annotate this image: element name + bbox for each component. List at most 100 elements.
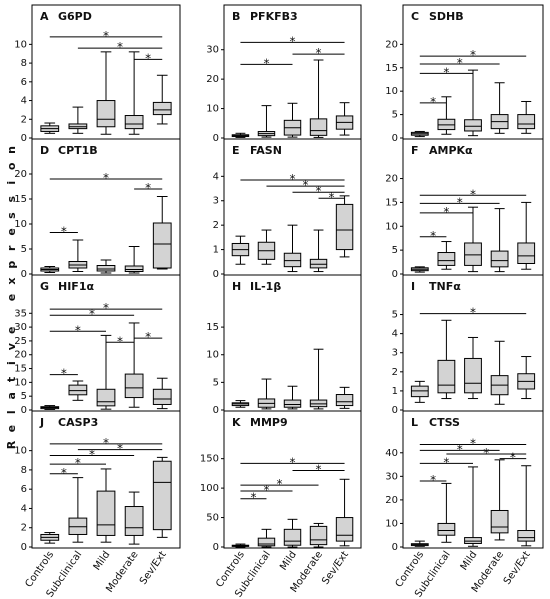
significance-star: * [443, 455, 449, 469]
panel-D: D CPT1B 0 5 10 15 20 * * * [14, 138, 181, 280]
box-Subclinical [257, 528, 276, 548]
box-iqr [309, 118, 328, 136]
panel-C: C SDHB 0 5 10 15 20 * * * * [385, 4, 544, 144]
panel-letter: F [411, 144, 419, 157]
y-axis-label-char: s [5, 195, 18, 202]
box-Subclinical [437, 482, 456, 543]
significance-star: * [117, 334, 123, 348]
box-Sev/Ext [152, 456, 172, 538]
box-iqr [283, 399, 302, 408]
y-tick-label: 10 [14, 219, 27, 230]
y-tick-label: 30 [385, 471, 398, 482]
significance-star: * [457, 195, 463, 209]
y-axis-label: Re l a t i v e e x p r e s s i on [5, 146, 18, 449]
y-tick-label: 0 [392, 269, 398, 280]
y-tick-label: 2 [213, 220, 219, 231]
y-tick-label: 20 [385, 39, 398, 50]
box-Mild [283, 385, 302, 410]
box-Mild [464, 466, 482, 547]
box-iqr [96, 490, 116, 536]
panel-letter: K [232, 416, 241, 429]
y-tick-label: 5 [21, 391, 27, 402]
y-tick-label: 5 [213, 377, 219, 388]
y-tick-label: 8 [21, 465, 27, 476]
significance-star: * [103, 436, 109, 450]
box-iqr [464, 242, 482, 266]
box-iqr [490, 250, 509, 268]
significance-star: * [443, 205, 449, 219]
y-axis-label-char: n [5, 146, 18, 154]
box-Mild [283, 102, 302, 138]
significance-star: * [103, 29, 109, 43]
panel-frame [223, 410, 362, 549]
y-tick-label: 25 [14, 336, 27, 347]
box-Moderate [309, 348, 328, 410]
y-tick-label: 6 [21, 484, 27, 495]
y-axis-label-char: r [5, 245, 18, 251]
box-Sev/Ext [152, 74, 172, 125]
panel-letter: J [39, 416, 44, 429]
box-Controls [410, 540, 429, 547]
significance-star: * [510, 451, 516, 465]
panel-title: CPT1B [58, 144, 98, 157]
y-tick-label: 10 [206, 104, 219, 115]
significance-star: * [250, 491, 256, 505]
box-iqr [152, 460, 172, 531]
box-Moderate [124, 51, 144, 135]
panel-title: G6PD [58, 10, 92, 23]
box-Subclinical [257, 105, 276, 138]
panel-title: FASN [250, 144, 282, 157]
significance-star: * [263, 483, 269, 497]
y-axis-label-char: e [5, 228, 18, 235]
y-tick-label: 2 [21, 114, 27, 125]
box-iqr [464, 537, 482, 544]
box-iqr [257, 537, 276, 547]
y-axis-label-char: i [5, 181, 18, 185]
significance-star: * [61, 367, 67, 381]
panel-title: AMPKα [429, 144, 473, 157]
box-Subclinical [68, 106, 88, 134]
box-Controls [40, 532, 60, 544]
box-iqr [517, 530, 536, 542]
y-tick-label: 0 [392, 405, 398, 416]
y-tick-label: 2 [392, 367, 398, 378]
significance-star: * [470, 187, 476, 201]
box-Controls [40, 122, 60, 134]
y-axis-label-char: a [5, 392, 18, 399]
box-iqr [96, 100, 116, 128]
y-tick-label: 10 [14, 377, 27, 388]
box-Controls [231, 400, 250, 408]
box-iqr [283, 252, 302, 268]
x-category-label: Mild [278, 549, 299, 572]
box-Mild [96, 259, 116, 274]
x-category-label: Sev/Ext [138, 549, 169, 586]
box-Controls [231, 132, 250, 138]
box-Subclinical [257, 229, 276, 265]
box-iqr [152, 388, 172, 405]
y-tick-label: 4 [21, 503, 27, 514]
box-iqr [490, 509, 509, 534]
box-Controls [231, 235, 250, 265]
y-tick-label: 5 [392, 110, 398, 121]
panel-letter: G [40, 280, 49, 293]
y-tick-label: 40 [385, 448, 398, 459]
y-tick-label: 15 [14, 194, 27, 205]
box-Mild [283, 518, 302, 548]
box-Mild [464, 69, 482, 137]
significance-star: * [290, 34, 296, 48]
significance-star: * [457, 442, 463, 456]
box-iqr [152, 101, 172, 116]
y-tick-label: 20 [385, 495, 398, 506]
significance-star: * [290, 455, 296, 469]
y-tick-label: 0 [21, 133, 27, 144]
significance-star: * [117, 442, 123, 456]
box-Moderate [490, 459, 509, 541]
box-Mild [96, 51, 116, 135]
y-tick-label: 50 [206, 513, 219, 524]
y-tick-label: 20 [14, 350, 27, 361]
significance-star: * [329, 190, 335, 204]
box-iqr [437, 359, 456, 394]
x-category-label: Sev/Ext [320, 549, 351, 586]
